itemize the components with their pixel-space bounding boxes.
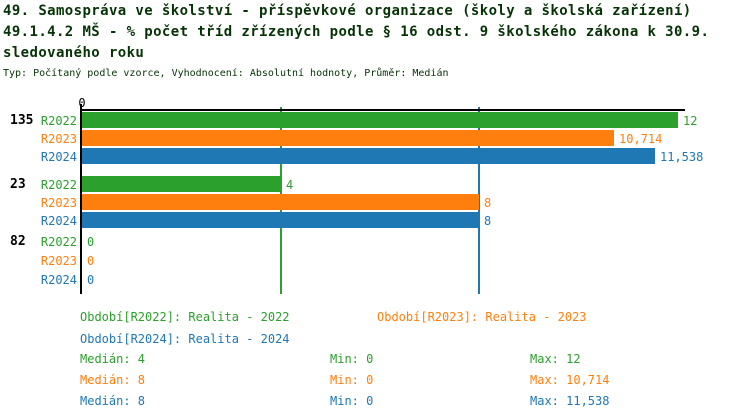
bar-value-label-135-r2023: 10,714 — [619, 132, 663, 146]
bar-23-r2022 — [82, 176, 281, 192]
stat-max-r2023: Max: 10,714 — [530, 373, 610, 387]
y-axis-line — [80, 104, 82, 294]
x-axis-line — [80, 109, 685, 111]
bar-value-label-135-r2022: 12 — [683, 114, 698, 128]
stat-max-r2024: Max: 11,538 — [530, 394, 610, 408]
series-tick-label-r2023: R2023 — [40, 254, 77, 268]
stat-median-r2024: Medián: 8 — [80, 394, 146, 408]
group-label-23: 23 — [10, 177, 26, 192]
series-tick-label-r2023: R2023 — [40, 196, 77, 210]
series-tick-label-r2022: R2022 — [40, 114, 77, 128]
stat-median-r2022: Medián: 4 — [80, 352, 146, 366]
bar-135-r2023 — [82, 130, 614, 146]
bar-value-label-23-r2022: 4 — [286, 178, 294, 192]
group-label-82: 82 — [10, 234, 26, 249]
stat-min-r2023: Min: 0 — [330, 373, 374, 387]
bar-value-label-82-r2024: 0 — [87, 273, 95, 287]
stat-max-r2022: Max: 12 — [530, 352, 581, 366]
bar-135-r2022 — [82, 112, 678, 128]
bar-135-r2024 — [82, 148, 655, 164]
chart-area: 0 135 R2022 12 R2023 10,714 R2024 11,538 23 R202… — [0, 90, 750, 300]
stat-median-r2023: Medián: 8 — [80, 373, 146, 387]
series-tick-label-r2022: R2022 — [40, 235, 77, 249]
title-line-3: sledovaného roku — [3, 45, 145, 61]
series-tick-label-r2024: R2024 — [40, 150, 77, 164]
bar-23-r2023 — [82, 194, 479, 210]
title-line-1: 49. Samospráva ve školství - příspěvkové… — [3, 3, 692, 19]
stat-min-r2024: Min: 0 — [330, 394, 374, 408]
series-tick-label-r2022: R2022 — [40, 178, 77, 192]
series-tick-label-r2023: R2023 — [40, 132, 77, 146]
bar-value-label-23-r2024: 8 — [484, 214, 492, 228]
bar-value-label-82-r2022: 0 — [87, 235, 95, 249]
legend-item-r2023: Období[R2023]: Realita - 2023 — [377, 310, 587, 324]
bar-value-label-23-r2023: 8 — [484, 196, 492, 210]
bar-value-label-135-r2024: 11,538 — [660, 150, 704, 164]
title-line-2: 49.1.4.2 MŠ - % počet tříd zřízených pod… — [3, 24, 710, 40]
legend-item-r2024: Období[R2024]: Realita - 2024 — [80, 332, 290, 346]
stat-min-r2022: Min: 0 — [330, 352, 374, 366]
median-line-r2024 — [478, 107, 480, 294]
group-label-135: 135 — [10, 113, 34, 128]
bar-value-label-82-r2023: 0 — [87, 254, 95, 268]
bar-23-r2024 — [82, 212, 479, 228]
legend-item-r2022: Období[R2022]: Realita - 2022 — [80, 310, 290, 324]
x-axis-tick-label-0: 0 — [78, 96, 86, 110]
series-tick-label-r2024: R2024 — [40, 214, 77, 228]
chart-meta-line: Typ: Počítaný podle vzorce, Vyhodnocení:… — [3, 68, 449, 79]
series-tick-label-r2024: R2024 — [40, 273, 77, 287]
